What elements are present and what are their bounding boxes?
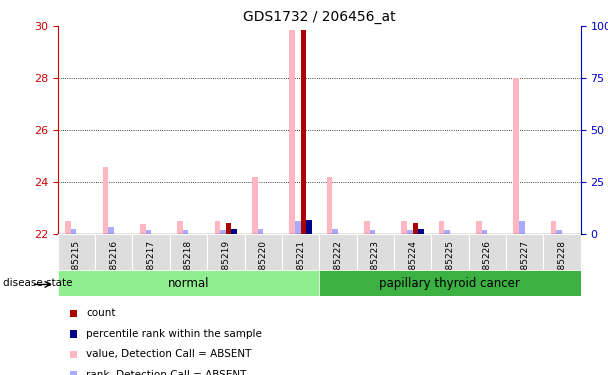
Text: GSM85226: GSM85226 bbox=[483, 240, 492, 289]
Text: GSM85221: GSM85221 bbox=[296, 240, 305, 289]
Bar bbox=[103, 167, 108, 234]
Bar bbox=[295, 221, 300, 234]
Bar bbox=[232, 229, 237, 234]
Title: GDS1732 / 206456_at: GDS1732 / 206456_at bbox=[243, 10, 396, 24]
Bar bbox=[178, 221, 183, 234]
Text: GSM85217: GSM85217 bbox=[147, 240, 156, 289]
Text: GSM85224: GSM85224 bbox=[408, 240, 417, 289]
Bar bbox=[332, 229, 338, 234]
Text: GSM85216: GSM85216 bbox=[109, 240, 119, 289]
Bar bbox=[183, 231, 188, 234]
Bar bbox=[207, 234, 244, 270]
Bar bbox=[220, 231, 226, 234]
Text: GSM85222: GSM85222 bbox=[333, 240, 342, 289]
Bar bbox=[319, 234, 356, 270]
Bar bbox=[140, 224, 145, 234]
Bar bbox=[145, 231, 151, 234]
Text: GSM85225: GSM85225 bbox=[446, 240, 454, 289]
Text: GSM85227: GSM85227 bbox=[520, 240, 529, 289]
Bar bbox=[289, 30, 295, 234]
Bar bbox=[258, 229, 263, 234]
Text: GSM85228: GSM85228 bbox=[558, 240, 567, 289]
Bar bbox=[469, 234, 506, 270]
Text: GSM85220: GSM85220 bbox=[258, 240, 268, 289]
Text: papillary thyroid cancer: papillary thyroid cancer bbox=[379, 277, 520, 290]
Text: normal: normal bbox=[168, 277, 209, 290]
Bar bbox=[364, 221, 370, 234]
Bar bbox=[108, 226, 114, 234]
Bar bbox=[551, 221, 556, 234]
Bar bbox=[513, 78, 519, 234]
Bar bbox=[170, 234, 207, 270]
Bar bbox=[444, 231, 450, 234]
Bar bbox=[407, 231, 413, 234]
Bar bbox=[439, 221, 444, 234]
Bar bbox=[306, 220, 312, 234]
Text: disease state: disease state bbox=[3, 278, 72, 288]
Bar bbox=[71, 229, 77, 234]
Text: value, Detection Call = ABSENT: value, Detection Call = ABSENT bbox=[86, 350, 252, 360]
Bar bbox=[244, 234, 282, 270]
Bar bbox=[544, 234, 581, 270]
Bar bbox=[282, 234, 319, 270]
Bar bbox=[431, 234, 469, 270]
Bar bbox=[326, 177, 332, 234]
Bar bbox=[300, 30, 306, 234]
Bar bbox=[370, 231, 375, 234]
Bar bbox=[133, 234, 170, 270]
Text: GSM85215: GSM85215 bbox=[72, 240, 81, 289]
Text: GSM85219: GSM85219 bbox=[221, 240, 230, 289]
Bar bbox=[58, 270, 319, 296]
Bar bbox=[226, 223, 232, 234]
Text: percentile rank within the sample: percentile rank within the sample bbox=[86, 329, 262, 339]
Bar bbox=[95, 234, 133, 270]
Bar bbox=[401, 221, 407, 234]
Bar bbox=[519, 221, 525, 234]
Bar bbox=[476, 221, 482, 234]
Text: GSM85223: GSM85223 bbox=[371, 240, 380, 289]
Bar bbox=[356, 234, 394, 270]
Text: GSM85218: GSM85218 bbox=[184, 240, 193, 289]
Bar bbox=[394, 234, 431, 270]
Bar bbox=[65, 221, 71, 234]
Bar bbox=[58, 234, 95, 270]
Bar bbox=[252, 177, 258, 234]
Text: rank, Detection Call = ABSENT: rank, Detection Call = ABSENT bbox=[86, 370, 247, 375]
Bar bbox=[482, 231, 487, 234]
Bar bbox=[413, 223, 418, 234]
Bar bbox=[556, 231, 562, 234]
Bar bbox=[418, 229, 424, 234]
Text: count: count bbox=[86, 308, 116, 318]
Bar bbox=[319, 270, 581, 296]
Bar bbox=[215, 221, 220, 234]
Bar bbox=[506, 234, 544, 270]
